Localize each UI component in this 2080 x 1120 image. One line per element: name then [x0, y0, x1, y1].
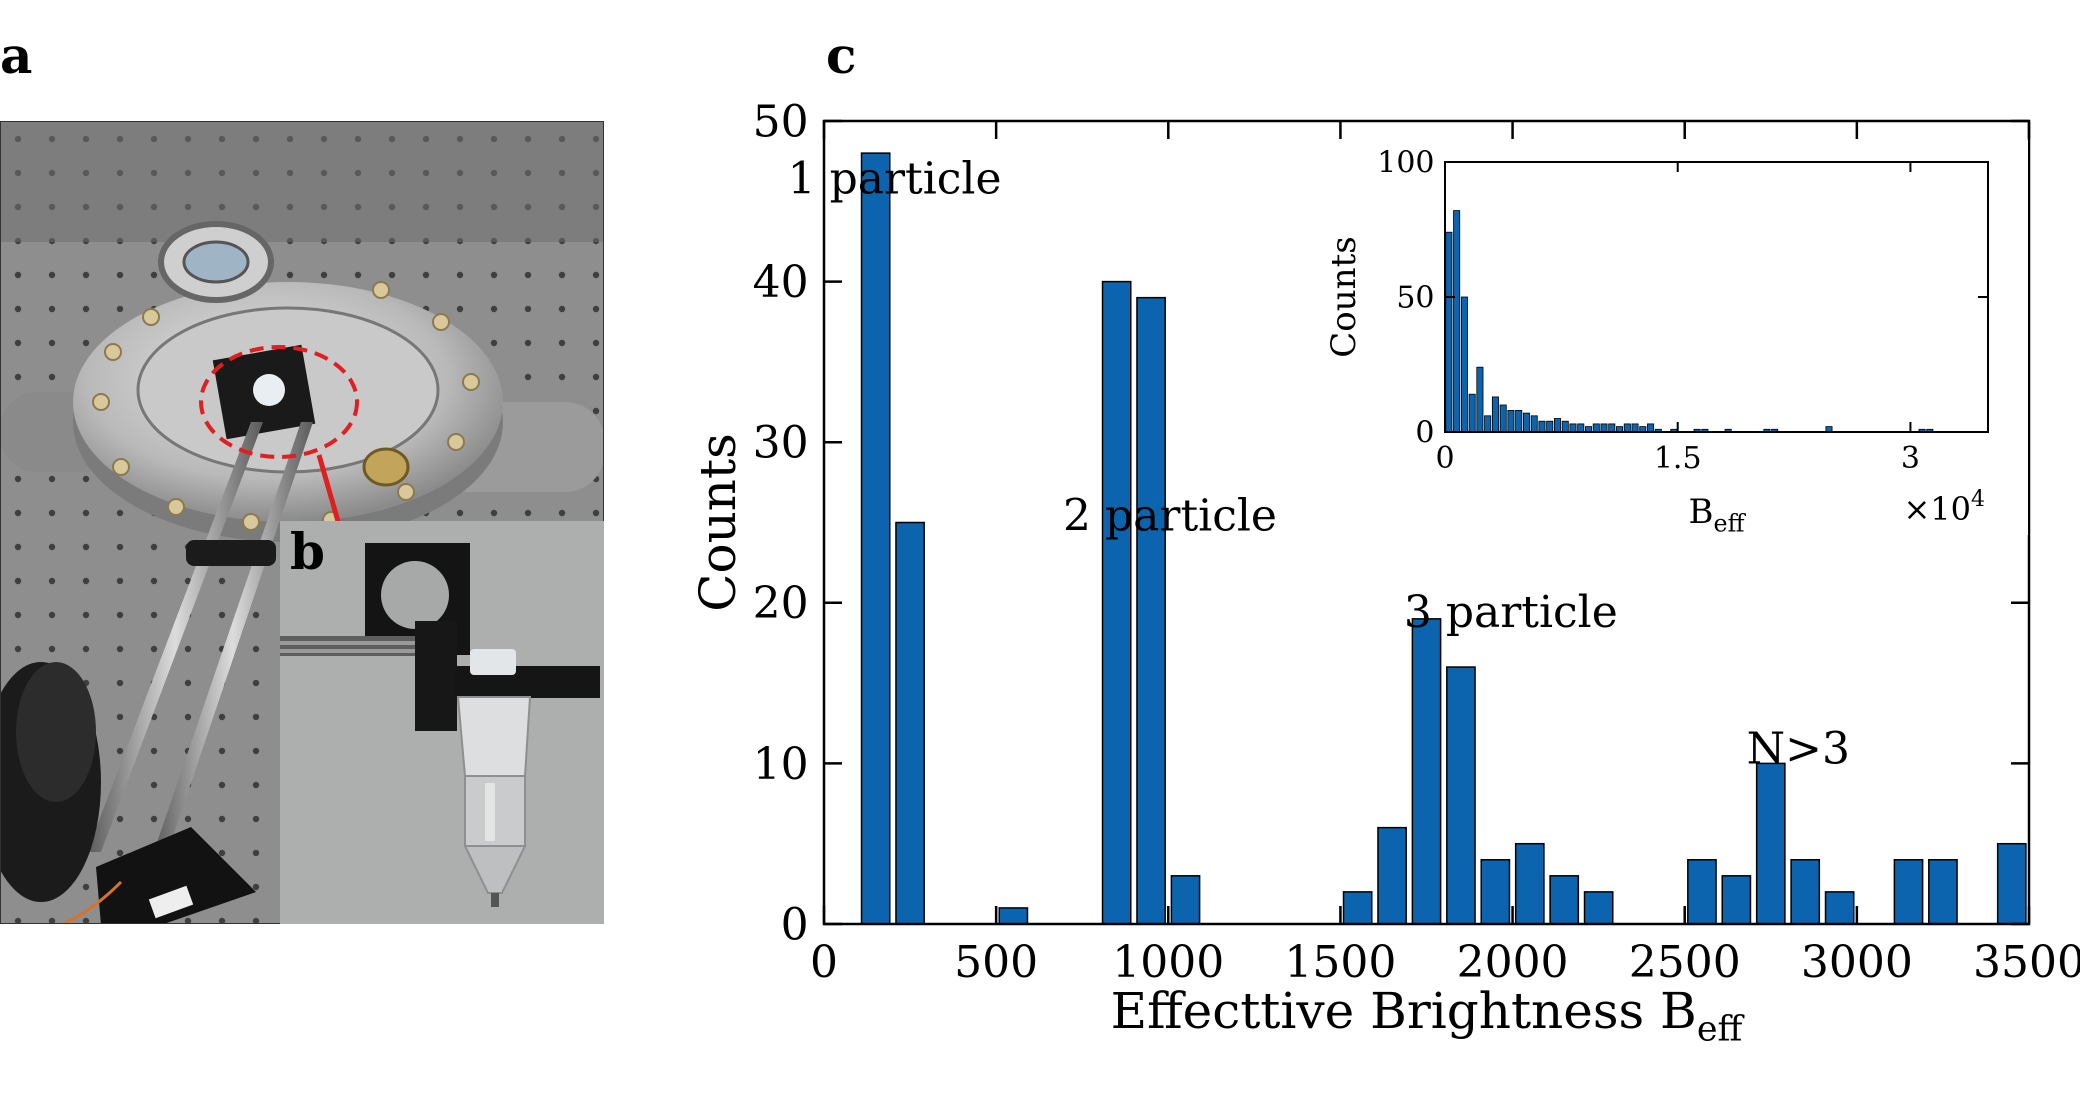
bar: [1996, 842, 2027, 925]
bar: [1453, 210, 1461, 433]
x-axis-label-main: Effecttive Brightness B: [1111, 982, 1697, 1040]
bar-annotation: 1 particle: [788, 153, 1002, 204]
inset-background: [1300, 140, 2028, 535]
bar: [1592, 423, 1600, 433]
x-tick-label: 1.5: [1654, 441, 1702, 476]
x-tick-label: 0: [810, 937, 838, 988]
bar: [1514, 842, 1545, 925]
bar: [1530, 415, 1538, 433]
plot-frame: [822, 119, 2031, 926]
bar: [1569, 423, 1577, 433]
bar-annotation: 2 particle: [1063, 491, 1277, 542]
bar: [895, 521, 925, 925]
bar: [1600, 423, 1608, 433]
bar: [1484, 415, 1492, 433]
bar: [1790, 859, 1821, 925]
y-tick-label: 0: [1415, 416, 1434, 451]
x-tick-label: 2000: [1457, 937, 1569, 988]
bar: [1687, 859, 1717, 925]
x-axis-label: Beff: [1689, 492, 1747, 538]
x-tick-label: 0: [1435, 441, 1454, 476]
nozzle-photo-drawing: [280, 521, 604, 924]
y-tick-label: 50: [1396, 281, 1434, 316]
bar: [1546, 420, 1554, 433]
bar: [1377, 826, 1407, 925]
bar: [1824, 891, 1855, 925]
x-tick-label: 3500: [1973, 937, 2080, 988]
bar: [1561, 420, 1569, 433]
bar: [1342, 891, 1373, 925]
bar: [1647, 423, 1655, 433]
bar: [1583, 891, 1614, 925]
bar-annotation: 3 particle: [1404, 587, 1618, 638]
bar: [1446, 666, 1476, 925]
y-tick-label: 50: [753, 96, 809, 147]
x-tick-label: 1000: [1112, 937, 1224, 988]
bar: [1631, 423, 1639, 433]
x-tick-label: 3000: [1801, 937, 1913, 988]
bar: [1460, 296, 1468, 433]
bar: [1755, 762, 1786, 925]
y-tick-label: 0: [781, 899, 809, 950]
bar: [1499, 404, 1507, 433]
x-axis-label-main: B: [1689, 492, 1714, 532]
y-axis-label: Counts: [689, 433, 747, 612]
bar: [1928, 859, 1958, 925]
x-tick-label: 3: [1901, 441, 1920, 476]
bar: [1491, 396, 1499, 433]
x-axis-label: Effecttive Brightness Beff: [1111, 982, 1745, 1050]
y-tick-label: 40: [753, 257, 809, 308]
bar: [1468, 393, 1476, 433]
panel-label-c: c: [826, 26, 857, 85]
x-axis-multiplier-base: ×10: [1903, 490, 1971, 528]
y-tick-label: 10: [753, 739, 809, 790]
bar: [1507, 409, 1515, 433]
bar: [1721, 875, 1752, 925]
bar: [860, 152, 891, 925]
bar: [1101, 280, 1132, 925]
y-tick-label: 20: [753, 578, 809, 629]
bar: [1893, 859, 1924, 925]
bar: [1608, 423, 1616, 433]
bar: [1515, 409, 1523, 433]
bar: [1411, 618, 1442, 925]
inset-histogram: 0 1.5 3 0 50 100 Beff Counts ×104: [1300, 140, 2028, 538]
y-tick-label: 30: [753, 418, 809, 469]
bar: [1549, 875, 1580, 925]
y-tick-label: 100: [1377, 146, 1434, 181]
bar: [998, 907, 1029, 925]
x-tick-label: 2500: [1629, 937, 1741, 988]
bar: [1170, 875, 1201, 925]
bar-annotation: N>3: [1747, 723, 1850, 774]
x-tick-label: 1500: [1284, 937, 1396, 988]
panel-label-a: a: [0, 26, 33, 85]
y-axis-label: Counts: [1324, 236, 1364, 357]
x-axis-label-subscript: eff: [1714, 510, 1747, 538]
bar: [1480, 859, 1511, 925]
bar: [1623, 423, 1631, 433]
bar: [1445, 231, 1453, 433]
x-tick-label: 500: [954, 937, 1038, 988]
bar: [1553, 418, 1561, 433]
x-axis-multiplier: ×104: [1903, 487, 1985, 528]
bar: [1136, 296, 1166, 925]
x-axis-label-subscript: eff: [1697, 1010, 1745, 1050]
bar: [1538, 420, 1546, 433]
bar: [1577, 423, 1585, 433]
bar: [1476, 366, 1484, 433]
panel-label-b: b: [290, 522, 325, 581]
bar: [1522, 412, 1530, 433]
main-histogram: 0 500 1000 1500 2000 2500 3000 350001020304050E…: [689, 96, 2080, 1049]
x-axis-multiplier-exponent: 4: [1971, 487, 1985, 512]
nozzle-photo: [280, 521, 604, 924]
